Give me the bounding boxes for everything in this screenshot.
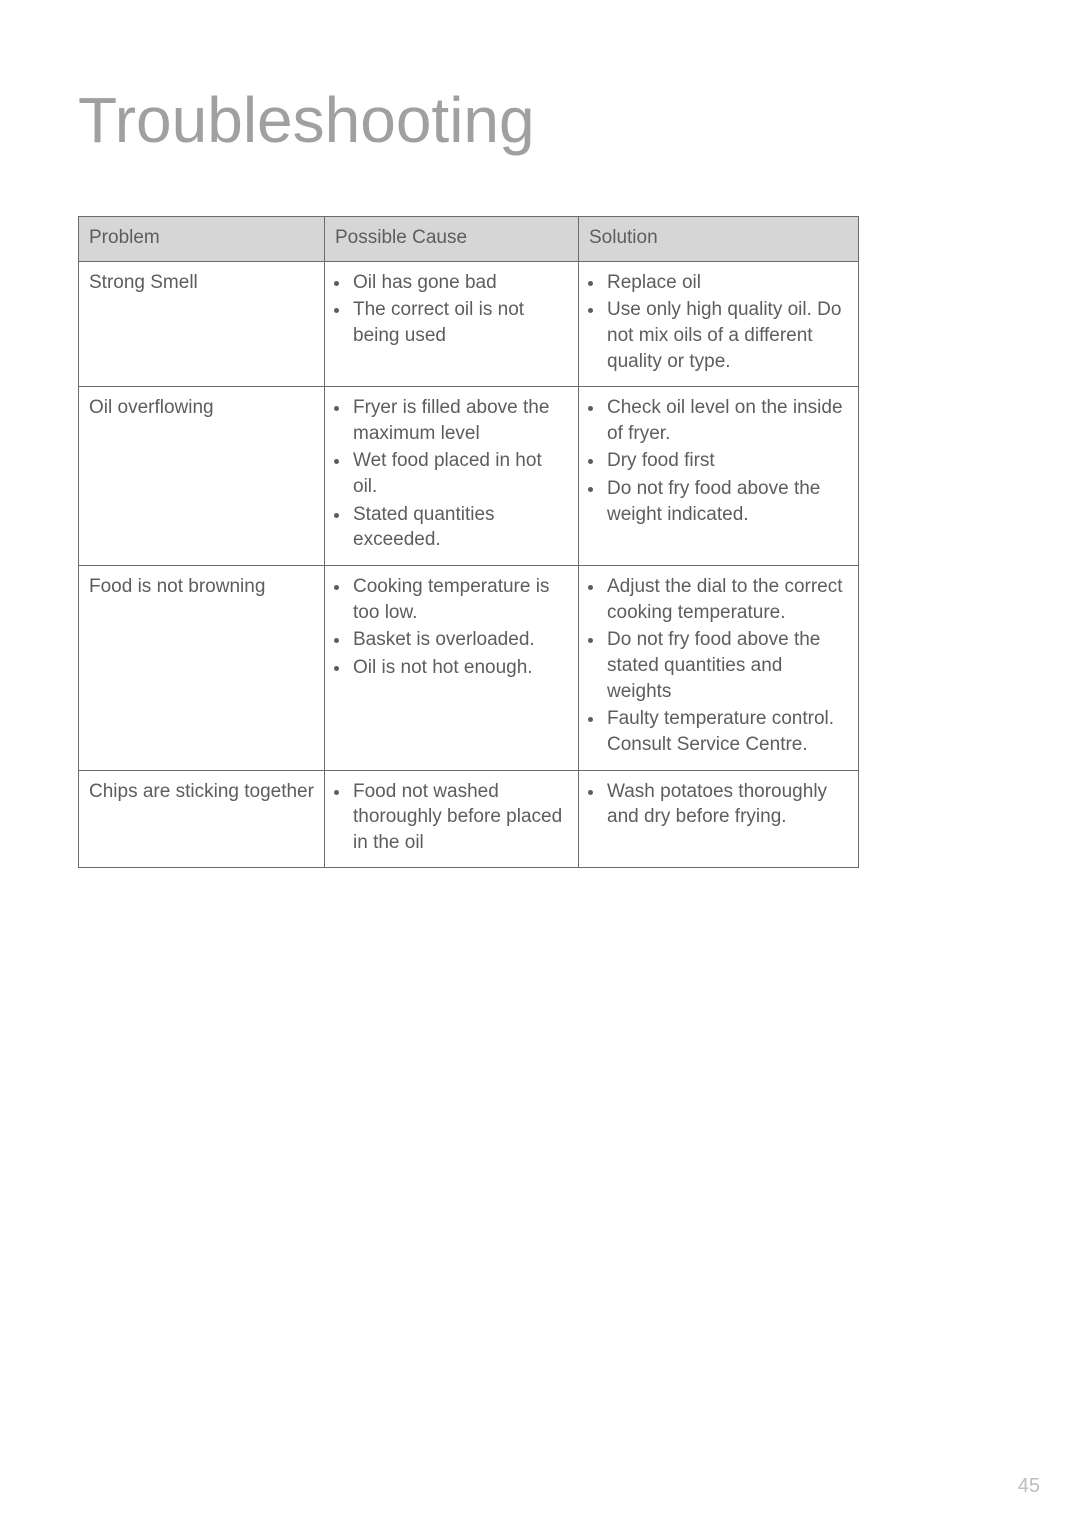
cause-list: Oil has gone bad The correct oil is not … — [335, 270, 568, 349]
list-item: Wet food placed in hot oil. — [351, 448, 568, 499]
cell-cause: Oil has gone bad The correct oil is not … — [325, 261, 579, 387]
list-item: Wash potatoes thoroughly and dry before … — [605, 779, 848, 830]
list-item: Do not fry food above the weight indicat… — [605, 476, 848, 527]
cause-list: Fryer is filled above the maximum level … — [335, 395, 568, 553]
solution-list: Check oil level on the inside of fryer. … — [589, 395, 848, 527]
table-row: Food is not browning Cooking temperature… — [79, 566, 859, 770]
cell-solution: Adjust the dial to the correct cooking t… — [579, 566, 859, 770]
troubleshooting-table: Problem Possible Cause Solution Strong S… — [78, 216, 859, 868]
list-item: Cooking temperature is too low. — [351, 574, 568, 625]
list-item: Oil has gone bad — [351, 270, 568, 296]
table-row: Oil overflowing Fryer is filled above th… — [79, 387, 859, 566]
cell-solution: Wash potatoes thoroughly and dry before … — [579, 770, 859, 868]
list-item: Dry food first — [605, 448, 848, 474]
page-title: Troubleshooting — [78, 83, 535, 157]
list-item: Adjust the dial to the correct cooking t… — [605, 574, 848, 625]
col-header-cause: Possible Cause — [325, 217, 579, 262]
cell-solution: Replace oil Use only high quality oil. D… — [579, 261, 859, 387]
list-item: Basket is overloaded. — [351, 627, 568, 653]
table-row: Chips are sticking together Food not was… — [79, 770, 859, 868]
list-item: Oil is not hot enough. — [351, 655, 568, 681]
list-item: Replace oil — [605, 270, 848, 296]
list-item: Use only high quality oil. Do not mix oi… — [605, 297, 848, 374]
table-header-row: Problem Possible Cause Solution — [79, 217, 859, 262]
page-number: 45 — [1018, 1475, 1040, 1498]
list-item: Faulty temperature control. Consult Serv… — [605, 706, 848, 757]
cell-problem: Strong Smell — [79, 261, 325, 387]
cause-list: Cooking temperature is too low. Basket i… — [335, 574, 568, 681]
cell-cause: Cooking temperature is too low. Basket i… — [325, 566, 579, 770]
solution-list: Replace oil Use only high quality oil. D… — [589, 270, 848, 375]
table-row: Strong Smell Oil has gone bad The correc… — [79, 261, 859, 387]
col-header-problem: Problem — [79, 217, 325, 262]
cell-cause: Fryer is filled above the maximum level … — [325, 387, 579, 566]
solution-list: Adjust the dial to the correct cooking t… — [589, 574, 848, 757]
col-header-solution: Solution — [579, 217, 859, 262]
cause-list: Food not washed thoroughly before placed… — [335, 779, 568, 856]
solution-list: Wash potatoes thoroughly and dry before … — [589, 779, 848, 830]
list-item: Fryer is filled above the maximum level — [351, 395, 568, 446]
list-item: Do not fry food above the stated quantit… — [605, 627, 848, 704]
cell-problem: Oil overflowing — [79, 387, 325, 566]
cell-cause: Food not washed thoroughly before placed… — [325, 770, 579, 868]
cell-problem: Chips are sticking together — [79, 770, 325, 868]
list-item: Check oil level on the inside of fryer. — [605, 395, 848, 446]
cell-problem: Food is not browning — [79, 566, 325, 770]
list-item: The correct oil is not being used — [351, 297, 568, 348]
list-item: Stated quantities exceeded. — [351, 502, 568, 553]
list-item: Food not washed thoroughly before placed… — [351, 779, 568, 856]
cell-solution: Check oil level on the inside of fryer. … — [579, 387, 859, 566]
